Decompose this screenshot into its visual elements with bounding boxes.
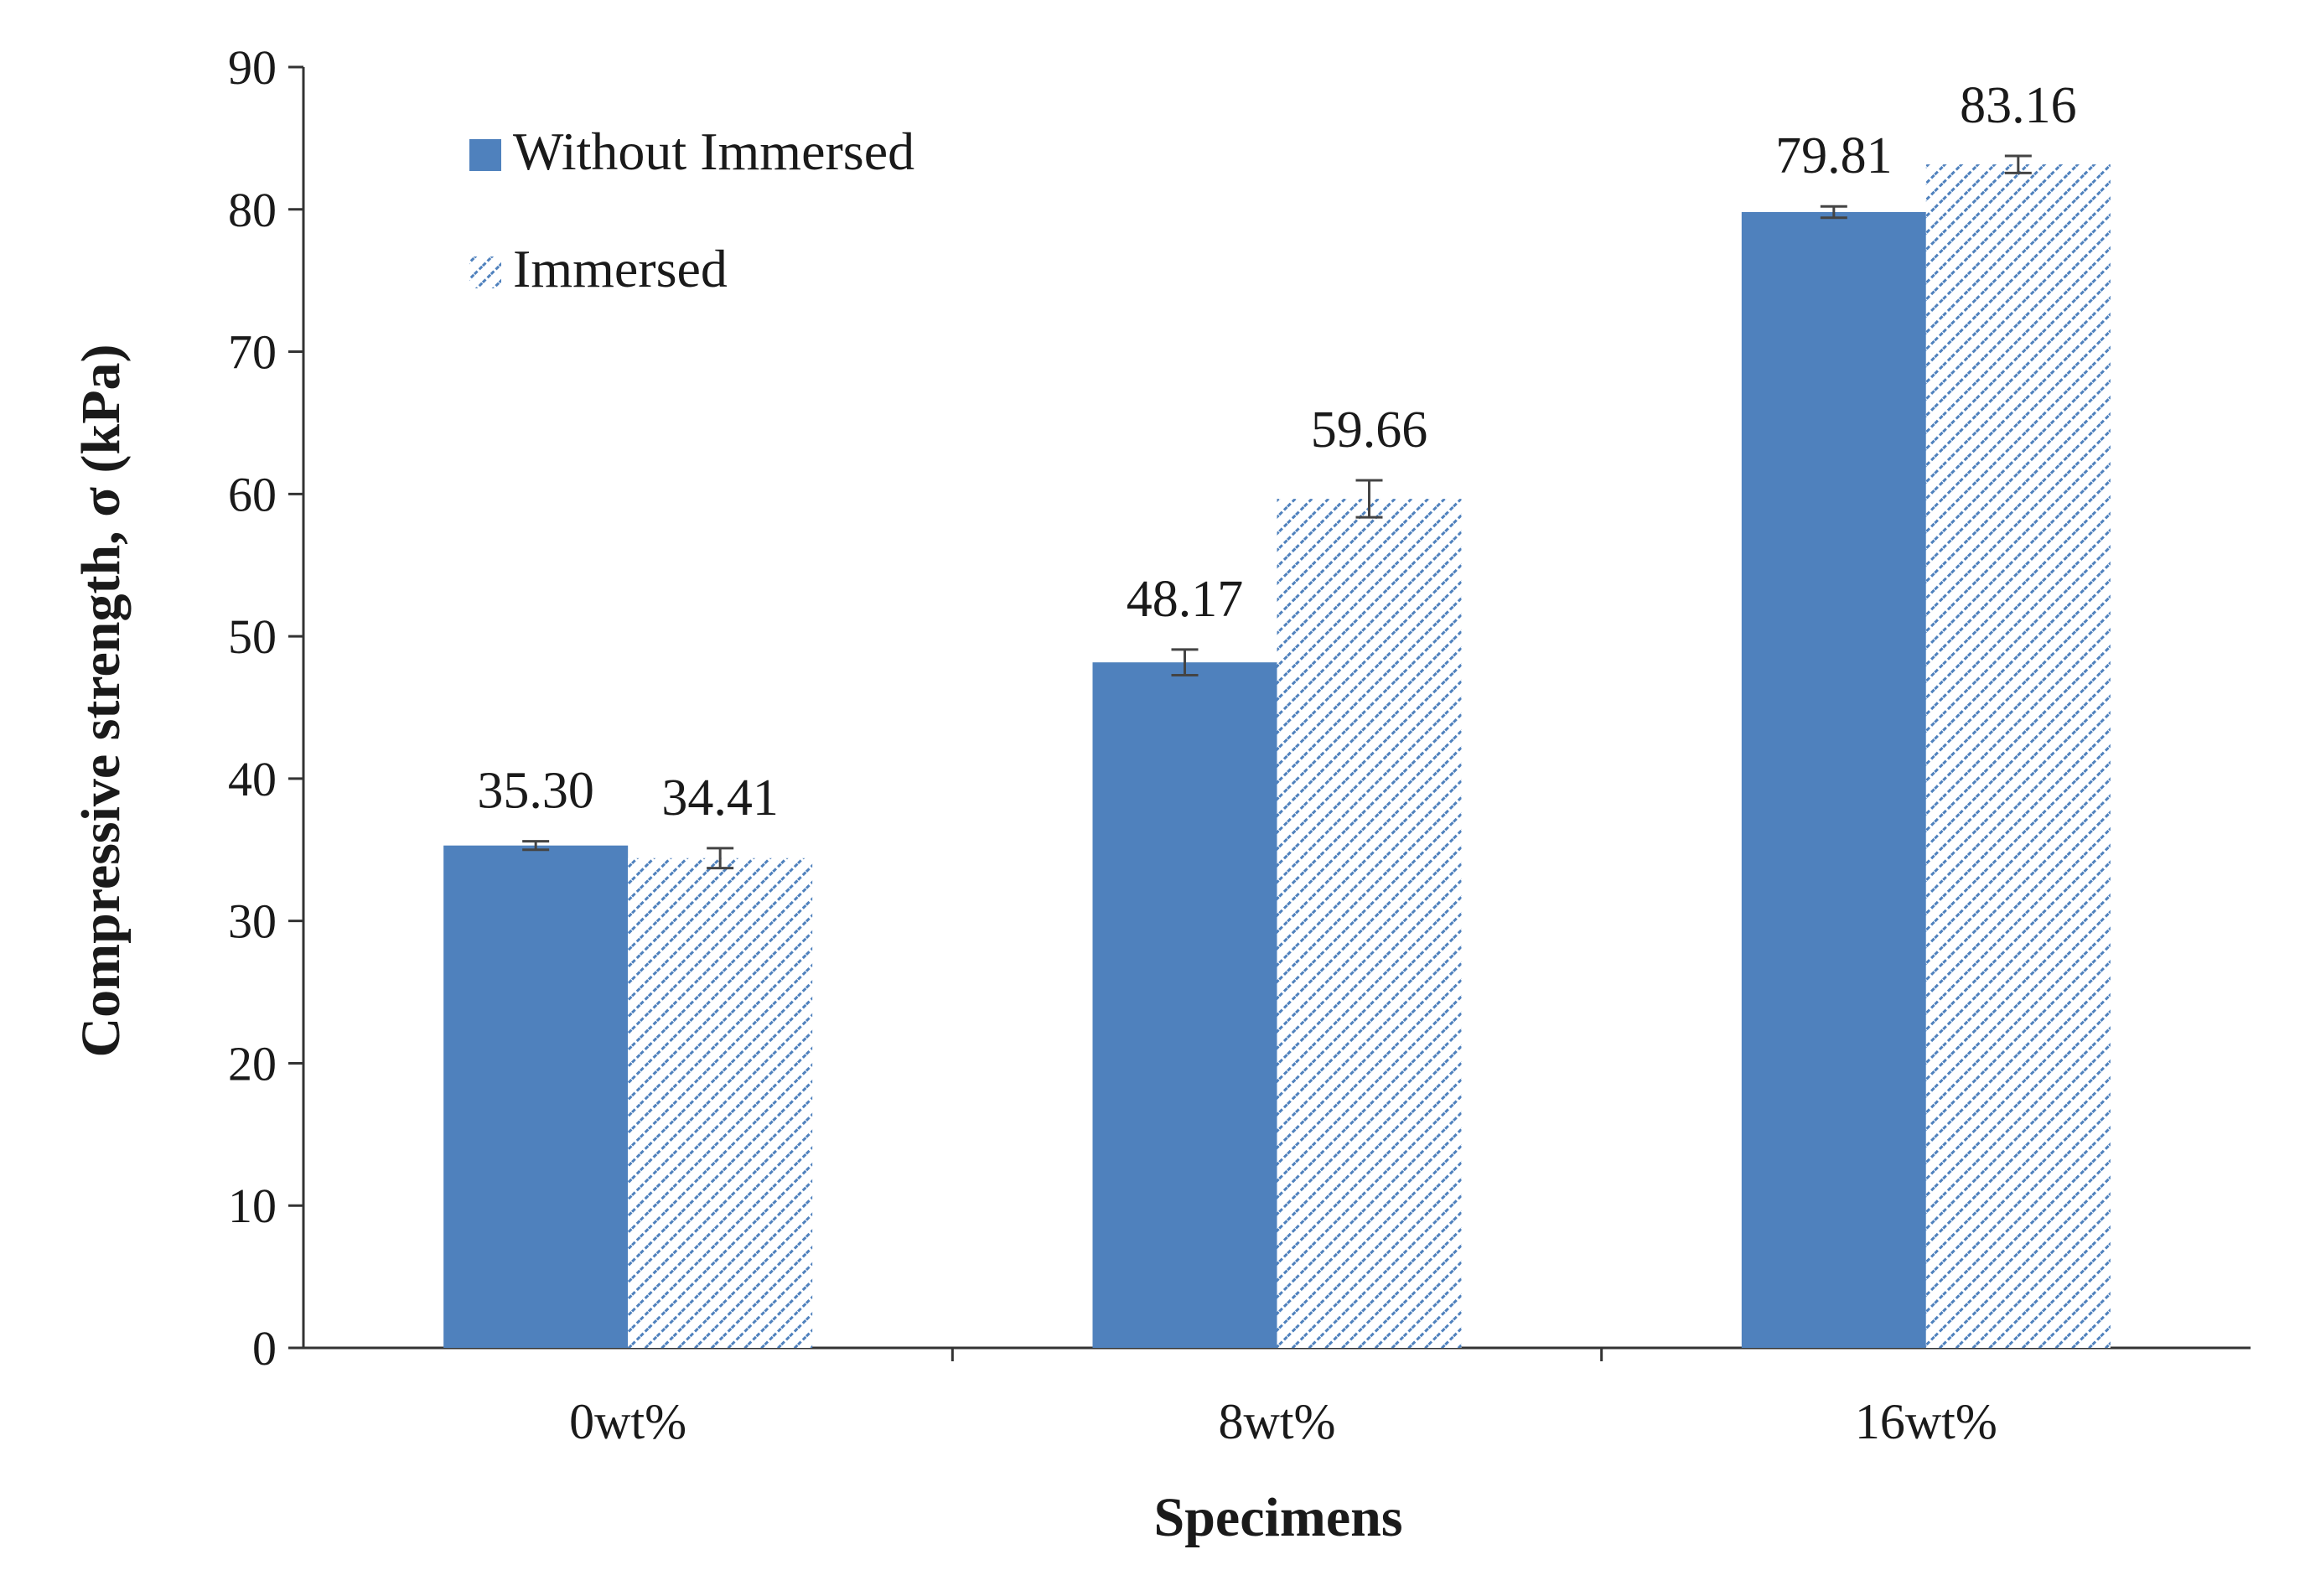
y-tick-label: 50 (228, 609, 277, 664)
legend-swatch-without-immersed (469, 139, 501, 171)
bar-immersed (628, 858, 813, 1348)
data-label: 83.16 (1960, 77, 2077, 134)
y-tick-label: 80 (228, 183, 277, 237)
y-tick-label: 0 (252, 1321, 277, 1376)
bar-without-immersed (1741, 212, 1926, 1349)
y-tick-label: 90 (228, 40, 277, 95)
data-label: 79.81 (1775, 127, 1893, 184)
y-tick-label: 40 (228, 752, 277, 806)
y-tick-label: 30 (228, 894, 277, 949)
x-category-label: 0wt% (569, 1394, 686, 1449)
data-label: 35.30 (477, 763, 594, 820)
bar-without-immersed (443, 845, 629, 1348)
legend-label-immersed: Immersed (513, 239, 728, 298)
y-tick-label: 10 (228, 1179, 277, 1233)
bar-without-immersed (1092, 662, 1277, 1348)
x-axis-title: Specimens (1154, 1487, 1403, 1548)
bar-immersed (1277, 499, 1462, 1348)
legend-label-without-immersed: Without Immersed (513, 122, 914, 181)
y-tick-label: 70 (228, 325, 277, 380)
data-label: 48.17 (1127, 571, 1244, 628)
data-label: 34.41 (661, 770, 779, 826)
bar-immersed (1925, 164, 2111, 1348)
y-tick-label: 20 (228, 1036, 277, 1091)
y-tick-label: 60 (228, 467, 277, 521)
x-category-label: 8wt% (1219, 1394, 1336, 1449)
legend-swatch-immersed (469, 256, 501, 288)
data-label: 59.66 (1311, 402, 1428, 459)
y-axis-title: Compressive strength, σ (kPa) (70, 344, 132, 1057)
x-category-label: 16wt% (1855, 1394, 1997, 1449)
